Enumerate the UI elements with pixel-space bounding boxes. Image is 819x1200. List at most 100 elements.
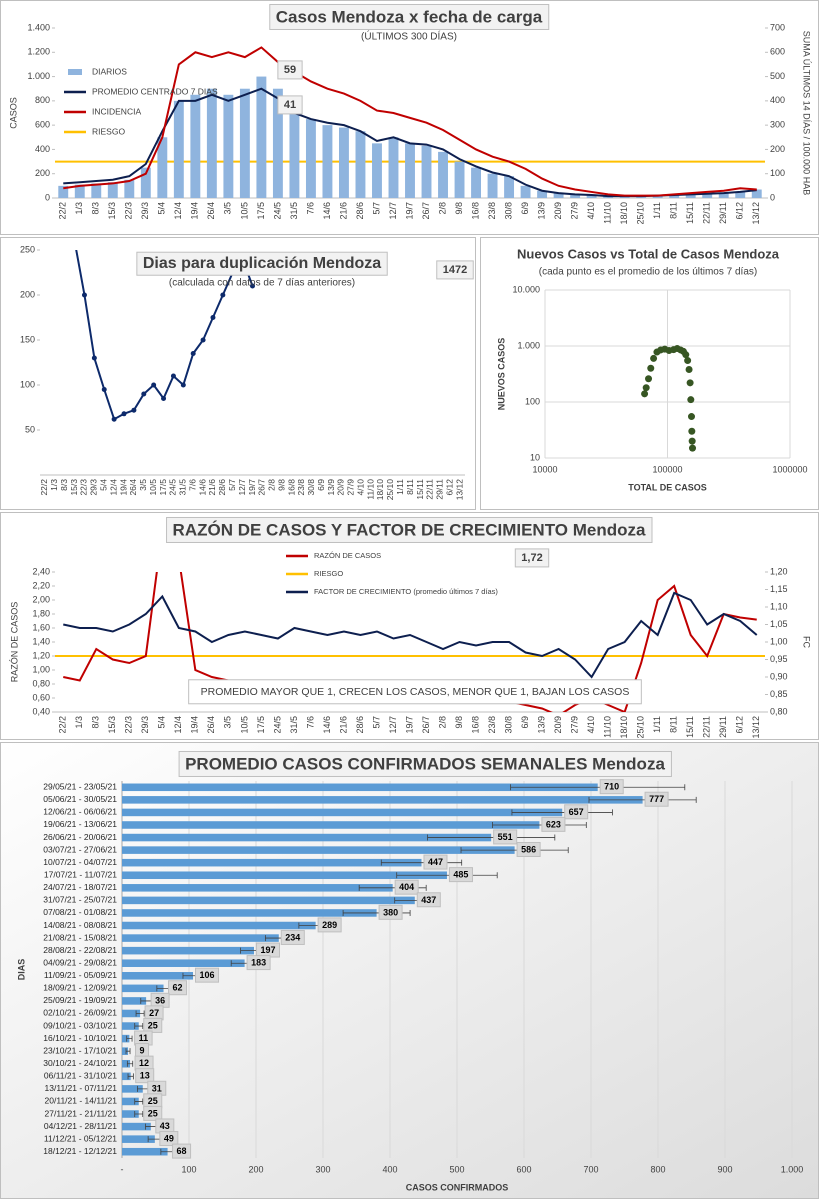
data-label: 12: [139, 1058, 149, 1068]
y-tick-label: 27/11/21 - 21/11/21: [45, 1108, 118, 1118]
y-tick-label: 10.000: [512, 284, 540, 294]
y-axis-label: CASOS: [8, 97, 18, 129]
chart-subtitle: (cada punto es el promedio de los último…: [539, 267, 757, 278]
bar: [421, 145, 432, 198]
bar: [322, 125, 333, 198]
x-tick-label: 21/6: [338, 716, 348, 734]
x-tick-label: 5/7: [371, 202, 381, 215]
error-bar: [427, 834, 556, 841]
chart-subtitle: (ÚLTIMOS 300 DÍAS): [361, 30, 457, 43]
chart-title: PROMEDIO CASOS CONFIRMADOS SEMANALES Men…: [185, 754, 665, 773]
label-box: [188, 679, 642, 705]
x-tick-label: 29/3: [140, 716, 150, 734]
y-tick-label: 14/08/21 - 08/08/21: [43, 920, 117, 930]
y-tick-label: 04/12/21 - 28/11/21: [44, 1121, 117, 1131]
x-tick-label: 31/5: [178, 479, 188, 496]
x-tick-label: 1/3: [49, 479, 59, 491]
x-tick-label: 100: [181, 1164, 196, 1174]
x-tick-label: 1/11: [652, 202, 662, 219]
y-tick-label: 31/07/21 - 25/07/21: [43, 895, 117, 905]
y2-tick-label: 1,05: [770, 619, 788, 629]
x-tick-label: 15/3: [107, 716, 117, 734]
y-tick-label: 11/12/21 - 05/12/21: [44, 1133, 117, 1143]
x-tick-label: 22/3: [79, 479, 89, 496]
bar: [372, 143, 382, 198]
x-tick-label: 11/10: [603, 716, 613, 738]
series-line: [63, 46, 757, 197]
x-tick-label: 8/11: [669, 716, 679, 733]
bar: [157, 137, 168, 198]
data-label: 437: [421, 895, 436, 905]
x-tick-label: 15/11: [415, 479, 425, 500]
data-label: 13: [140, 1071, 150, 1081]
x-tick-label: 19/7: [404, 202, 414, 220]
chart-title: Casos Mendoza x fecha de carga: [276, 7, 543, 26]
y2-tick-label: 300: [770, 120, 785, 130]
bar: [504, 176, 515, 198]
x-tick-label: 13/9: [536, 716, 546, 734]
error-bar: [134, 1023, 144, 1030]
bar: [751, 189, 762, 198]
x-tick-label: 15/11: [685, 716, 695, 738]
error-bar: [380, 859, 463, 866]
point: [647, 364, 655, 372]
bar: [122, 972, 194, 980]
x-tick-label: 5/4: [98, 479, 108, 491]
y-tick-label: 10: [530, 452, 540, 462]
x-tick-label: 22/11: [702, 202, 712, 224]
x-tick-label: 23/8: [487, 716, 497, 734]
label-box: [516, 841, 541, 857]
x-tick-label: 1/11: [652, 716, 662, 733]
data-label: 62: [173, 983, 183, 993]
bar: [122, 1034, 130, 1043]
label-box: [246, 955, 271, 971]
bar: [669, 194, 680, 198]
x-tick-label: 800: [650, 1164, 665, 1174]
x-tick-label: 29/3: [140, 202, 150, 220]
point: [688, 437, 696, 445]
label-box: [514, 548, 550, 568]
y-tick-label: 2,00: [32, 594, 50, 604]
label-box: [143, 1017, 163, 1033]
y-tick-label: 20/11/21 - 14/11/21: [45, 1096, 118, 1106]
x-tick-label: 29/3: [89, 479, 99, 496]
x-tick-label: 9/8: [454, 202, 464, 215]
x-tick-label: 22/11: [425, 479, 435, 500]
bar: [122, 871, 447, 880]
x-tick-label: 9/8: [454, 716, 464, 729]
x-tick-label: 20/9: [553, 202, 563, 220]
bar: [122, 1135, 155, 1143]
point: [131, 407, 137, 413]
error-bar: [510, 784, 686, 791]
x-tick-label: 17/5: [256, 716, 266, 734]
x-tick-label: 24/5: [272, 202, 282, 220]
y-tick-label: 50: [25, 424, 35, 434]
bar: [122, 833, 492, 842]
x-tick-label: 22/3: [124, 202, 134, 220]
x-tick-label: 5/7: [371, 716, 381, 729]
y-tick-label: 2,20: [32, 580, 50, 590]
y-tick-label: 1,60: [32, 622, 50, 632]
y-tick-label: 28/08/21 - 22/08/21: [43, 945, 117, 955]
point: [161, 396, 167, 401]
label-box: [378, 904, 403, 920]
x-tick-label: 18/10: [375, 479, 385, 501]
label-box: [159, 1131, 179, 1147]
y-tick-label: 800: [35, 95, 50, 105]
data-label: 25: [148, 1020, 158, 1030]
bar: [122, 783, 598, 792]
y-tick-label: 1,80: [32, 608, 50, 618]
y-tick-label: 19/06/21 - 13/06/21: [43, 819, 117, 829]
point: [688, 427, 696, 435]
bar: [58, 185, 69, 198]
bar: [122, 896, 415, 905]
panel: [480, 237, 819, 510]
y-tick-label: 0: [45, 192, 50, 202]
point: [141, 391, 147, 397]
x-tick-label: 26/7: [257, 479, 267, 496]
x-tick-label: 8/11: [405, 479, 415, 495]
point: [81, 292, 87, 298]
x-tick-label: 6/9: [520, 716, 530, 729]
bar: [190, 94, 201, 198]
x-tick-label: 28/6: [355, 716, 365, 734]
